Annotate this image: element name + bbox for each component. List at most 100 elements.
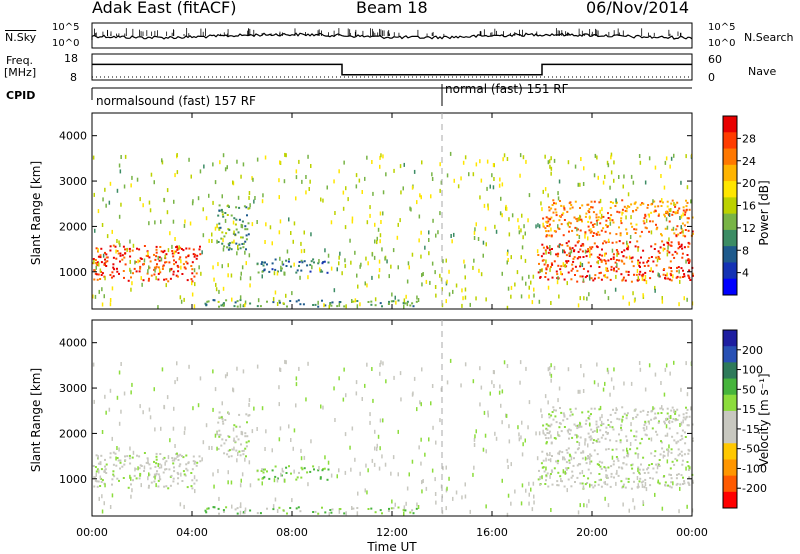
power-cell bbox=[598, 233, 601, 236]
velocity-cell bbox=[597, 425, 600, 428]
power-cell bbox=[618, 259, 620, 262]
power-speck bbox=[233, 230, 235, 235]
velocity-cell bbox=[621, 406, 624, 409]
velocity-cell bbox=[113, 475, 116, 478]
power-cell bbox=[579, 256, 582, 259]
velocity-speck bbox=[492, 370, 495, 374]
power-cell bbox=[612, 201, 614, 204]
power-cell bbox=[612, 258, 615, 260]
power-speck bbox=[530, 280, 532, 285]
velocity-speck bbox=[446, 380, 449, 385]
power-speck bbox=[588, 274, 591, 279]
power-speck bbox=[464, 155, 467, 160]
power-speck bbox=[130, 287, 132, 292]
power-speck bbox=[480, 272, 483, 277]
power-speck bbox=[222, 247, 225, 252]
velocity-speck bbox=[174, 380, 176, 385]
velocity-cell bbox=[164, 468, 166, 471]
power-speck bbox=[468, 172, 470, 177]
velocity-speck bbox=[365, 463, 367, 468]
power-cell bbox=[670, 241, 673, 244]
velocity-speck bbox=[622, 502, 624, 507]
power-cell bbox=[218, 227, 221, 229]
power-speck bbox=[638, 154, 641, 158]
velocity-cell bbox=[96, 485, 99, 488]
power-speck bbox=[584, 234, 586, 239]
power-cell bbox=[243, 205, 246, 208]
power-cell bbox=[100, 261, 103, 264]
power-speck bbox=[473, 236, 476, 240]
velocity-speck bbox=[562, 469, 565, 474]
velocity-speck bbox=[520, 501, 523, 506]
power-cell bbox=[593, 200, 596, 203]
power-cell bbox=[247, 207, 250, 210]
velocity-cell bbox=[241, 450, 244, 452]
power-speck bbox=[191, 292, 194, 297]
velocity-speck bbox=[577, 389, 579, 394]
power-speck bbox=[256, 157, 259, 162]
power-speck bbox=[215, 282, 217, 287]
velocity-cell bbox=[681, 437, 684, 440]
power-speck bbox=[521, 213, 523, 218]
power-cell bbox=[667, 243, 670, 246]
power-cell bbox=[136, 247, 138, 250]
velocity-speck bbox=[379, 371, 381, 376]
velocity-cell bbox=[409, 511, 412, 514]
power-speck bbox=[639, 160, 642, 165]
nave-tick-top: 60 bbox=[708, 53, 722, 66]
velocity-cell bbox=[687, 482, 690, 485]
velocity-speck bbox=[104, 394, 106, 399]
velocity-speck bbox=[115, 456, 117, 461]
velocity-speck bbox=[371, 458, 374, 463]
velocity-speck bbox=[116, 395, 119, 400]
velocity-speck bbox=[214, 387, 217, 392]
power-cell bbox=[565, 260, 568, 263]
power-speck bbox=[616, 252, 618, 257]
velocity-cell bbox=[657, 412, 660, 415]
power-cell bbox=[622, 276, 625, 279]
power-speck bbox=[464, 287, 467, 292]
power-cell bbox=[286, 305, 288, 308]
velocity-cell bbox=[685, 406, 687, 409]
power-cell bbox=[647, 204, 650, 206]
velocity-cell bbox=[663, 475, 666, 477]
power-cell bbox=[155, 265, 158, 268]
power-cell bbox=[186, 262, 189, 265]
power-cell bbox=[244, 228, 247, 231]
power-speck bbox=[553, 158, 556, 163]
velocity-cell bbox=[148, 463, 151, 466]
velocity-cell bbox=[111, 483, 113, 486]
power-cell bbox=[659, 200, 662, 203]
velocity-cell bbox=[675, 483, 678, 486]
power-speck bbox=[588, 249, 591, 254]
power-cell bbox=[634, 201, 637, 204]
power-cell bbox=[654, 243, 657, 246]
power-cell bbox=[682, 209, 685, 212]
velocity-speck bbox=[148, 472, 150, 477]
velocity-cell bbox=[92, 465, 95, 467]
power-cell bbox=[223, 235, 226, 238]
power-cell bbox=[590, 247, 593, 250]
power-cell bbox=[296, 269, 299, 272]
velocity-speck bbox=[650, 437, 653, 442]
power-cell bbox=[184, 267, 187, 270]
velocity-cell bbox=[674, 410, 677, 413]
power-speck bbox=[319, 267, 321, 272]
velocity-cell bbox=[594, 481, 597, 484]
power-cell bbox=[625, 256, 628, 259]
time-tick-label: 16:00 bbox=[476, 526, 508, 539]
velocity-speck bbox=[183, 504, 185, 509]
power-speck bbox=[132, 243, 135, 248]
velocity-cell bbox=[667, 484, 670, 487]
power-speck bbox=[372, 191, 374, 196]
power-cell bbox=[183, 266, 186, 269]
velocity-cell bbox=[591, 431, 594, 433]
power-speck bbox=[339, 251, 341, 256]
velocity-cell bbox=[550, 414, 553, 417]
power-speck bbox=[131, 175, 133, 180]
velocity-cell bbox=[635, 430, 638, 433]
velocity-cell bbox=[374, 511, 377, 514]
velocity-cell bbox=[185, 463, 188, 466]
velocity-cell bbox=[624, 486, 627, 489]
power-speck bbox=[393, 168, 395, 173]
